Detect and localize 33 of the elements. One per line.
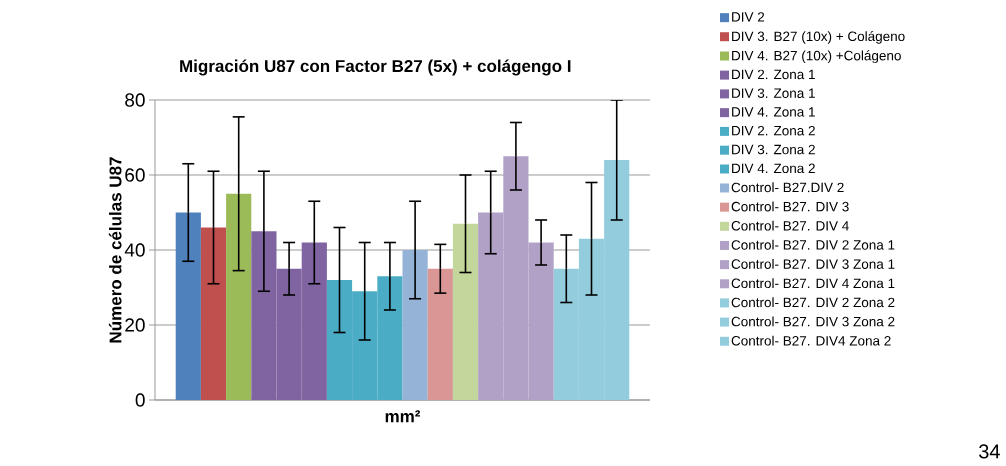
y-tick-label: 40 [124, 243, 145, 257]
bar [402, 250, 428, 400]
legend-label: DIV 2. Zona 1 [732, 69, 815, 80]
bar [427, 268, 453, 400]
text: 34 [979, 444, 1000, 459]
legend-label: Control- B27. DIV 3 Zona 2 [731, 316, 895, 327]
legend-label: Control- B27.DIV 2 [731, 182, 844, 193]
bar [175, 212, 201, 400]
bar [452, 223, 479, 400]
legend-label: Control- B27. DIV 3 [731, 201, 849, 212]
x-axis-title: mm² [385, 410, 421, 423]
legend-label: DIV 4. Zona 1 [732, 107, 815, 117]
legend-label: Control- B27. DIV 3 Zona 1 [731, 258, 895, 269]
legend-label: DIV 4. B27 (10x) +Colágeno [732, 50, 901, 64]
y-tick-label: 20 [125, 318, 145, 332]
chart-title: Migración U87 con Factor B27 (5x) + colágengo I [180, 59, 571, 76]
legend-label: DIV 2 [732, 12, 765, 22]
legend-label: DIV 2. Zona 2 [732, 125, 815, 136]
legend-label: Control- B27. DIV 2 Zona 1 [731, 239, 895, 250]
legend-label: Control- B27. DIV 2 Zona 2 [731, 297, 895, 308]
y-tick-label: 60 [125, 168, 145, 182]
legend-label: Control- B27. DIV 4 [731, 220, 849, 231]
y-axis-title: Número de células U87 [108, 157, 122, 343]
y-tick-label: 0 [135, 393, 145, 407]
legend-label: DIV 3. B27 (10x) + Colágeno [732, 31, 905, 44]
legend-label: DIV 4. Zona 2 [732, 163, 815, 174]
legend-label: Control- B27. DIV 4 Zona 1 [731, 278, 895, 289]
bar [226, 193, 252, 400]
bar [200, 227, 227, 400]
legend-label: Control- B27. DIV4 Zona 2 [731, 335, 891, 346]
legend-label: DIV 3. Zona 1 [732, 88, 815, 98]
legend-label: DIV 3. Zona 2 [732, 144, 815, 155]
y-tick-label: 80 [125, 93, 145, 107]
